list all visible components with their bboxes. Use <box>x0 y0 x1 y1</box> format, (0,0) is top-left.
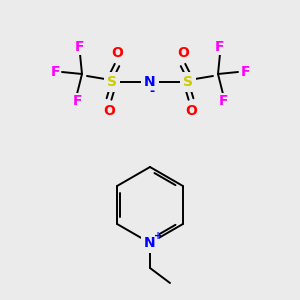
Text: F: F <box>215 40 225 54</box>
Text: O: O <box>185 104 197 118</box>
Text: N: N <box>144 75 156 89</box>
Text: F: F <box>218 94 228 108</box>
Text: O: O <box>111 46 123 60</box>
Text: F: F <box>50 65 60 79</box>
Text: F: F <box>72 94 82 108</box>
Text: O: O <box>177 46 189 60</box>
Text: S: S <box>183 75 193 89</box>
Text: +: + <box>154 231 162 241</box>
Text: S: S <box>107 75 117 89</box>
Text: F: F <box>75 40 85 54</box>
Text: N: N <box>144 236 156 250</box>
Text: O: O <box>103 104 115 118</box>
Text: F: F <box>240 65 250 79</box>
Text: -: - <box>149 85 154 98</box>
